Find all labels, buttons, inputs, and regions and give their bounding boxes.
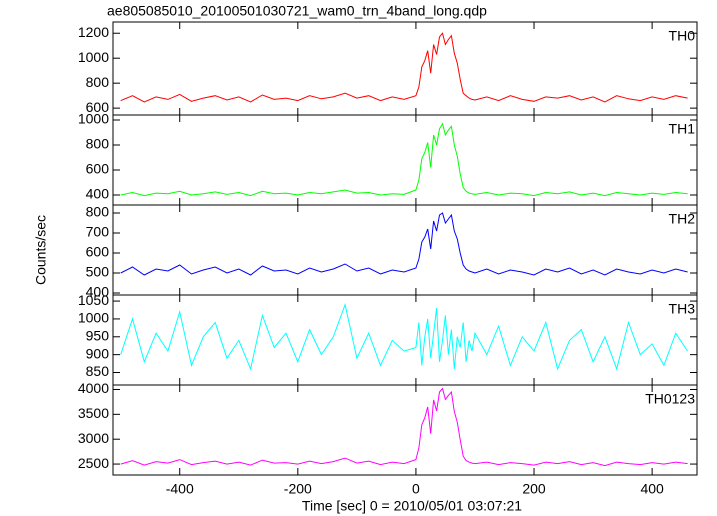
y-tick-label: 600 <box>86 244 110 260</box>
series-label: TH3 <box>669 301 696 317</box>
y-tick-label: 1000 <box>78 310 109 326</box>
y-tick-label: 700 <box>86 224 110 240</box>
series-line <box>120 122 688 197</box>
y-tick-label: 1050 <box>78 292 109 308</box>
x-tick-label: 200 <box>522 481 546 497</box>
x-tick-label: -400 <box>166 481 194 497</box>
y-tick-label: 850 <box>86 363 110 379</box>
x-tick-label: 400 <box>640 481 664 497</box>
y-tick-label: 1000 <box>78 49 109 65</box>
panel-frame <box>112 294 698 386</box>
series-line <box>120 32 688 103</box>
y-tick-label: 800 <box>86 74 110 90</box>
y-tick-label: 950 <box>86 327 110 343</box>
y-tick-label: 500 <box>86 264 110 280</box>
y-tick-label: 2500 <box>78 455 109 471</box>
y-tick-label: 400 <box>86 186 110 202</box>
panel-frame <box>112 384 698 476</box>
chart-title: ae805085010_20100501030721_wam0_trn_4ban… <box>107 3 487 19</box>
x-tick-label: -200 <box>284 481 312 497</box>
y-tick-label: 600 <box>86 99 110 115</box>
panel-frame <box>112 204 698 296</box>
series-label: TH0 <box>669 28 696 44</box>
series-line <box>120 387 688 467</box>
y-tick-label: 800 <box>86 204 110 220</box>
y-tick-label: 4000 <box>78 380 109 396</box>
series-label: TH0123 <box>645 391 695 407</box>
y-tick-label: 1000 <box>78 111 109 127</box>
y-tick-label: 3000 <box>78 430 109 446</box>
series-line <box>120 212 688 276</box>
series-label: TH1 <box>669 121 696 137</box>
series-label: TH2 <box>669 211 696 227</box>
x-tick-label: 0 <box>412 481 420 497</box>
panel-frame <box>112 114 698 206</box>
y-tick-label: 1200 <box>78 24 109 40</box>
series-line <box>120 302 689 371</box>
y-tick-label: 800 <box>86 136 110 152</box>
x-axis-label: Time [sec] 0 = 2010/05/01 03:07:21 <box>302 498 522 514</box>
y-axis-label: Counts/sec <box>33 215 49 285</box>
y-tick-label: 600 <box>86 161 110 177</box>
y-tick-label: 400 <box>86 284 110 300</box>
y-tick-label: 900 <box>86 345 110 361</box>
panel-frame <box>112 21 698 116</box>
y-tick-label: 3500 <box>78 405 109 421</box>
